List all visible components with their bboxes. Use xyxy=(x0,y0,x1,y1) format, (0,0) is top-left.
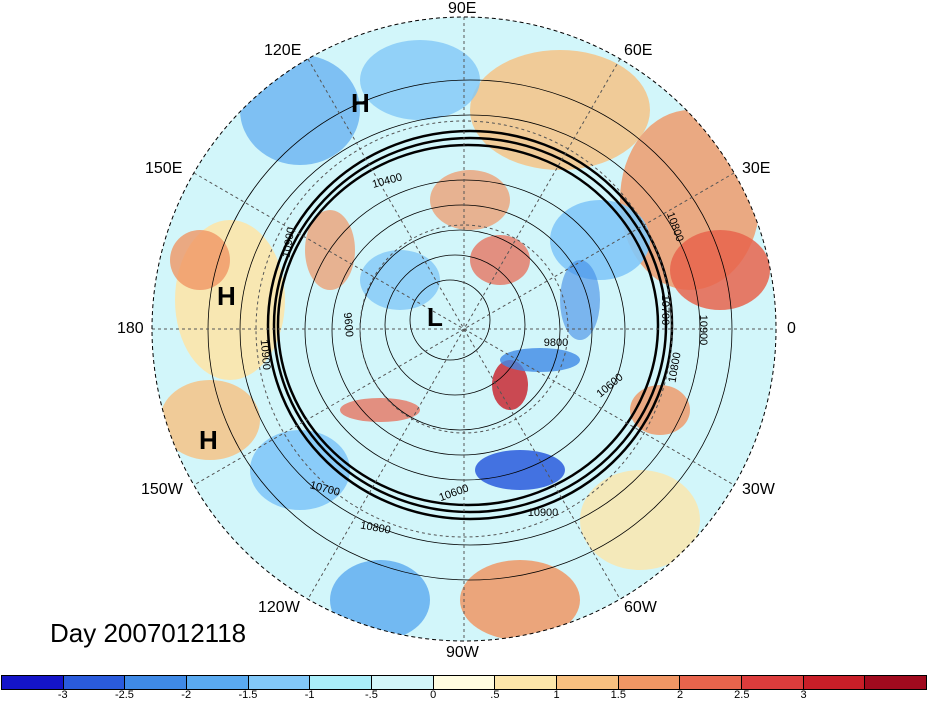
high-pressure-label: H xyxy=(199,425,218,455)
map-boundary xyxy=(151,16,777,642)
colorbar-tick-label: -1.5 xyxy=(238,689,258,701)
lon-label-30e: 30E xyxy=(742,160,771,177)
lon-label-90e: 90E xyxy=(448,0,477,17)
colorbar-swatch xyxy=(433,676,496,689)
lon-label-90w: 90W xyxy=(446,644,479,661)
colorbar-swatch xyxy=(803,676,866,689)
colorbar-swatch xyxy=(63,676,126,689)
colorbar-tick-label: 1.5 xyxy=(610,689,626,701)
colorbar-tick-label: 2.5 xyxy=(734,689,750,701)
colorbar-tick-label: 1 xyxy=(553,689,560,701)
colorbar-swatch xyxy=(248,676,311,689)
colorbar-tick-label: .5 xyxy=(490,689,500,701)
low-pressure-label: L xyxy=(427,302,443,332)
lon-label-180: 180 xyxy=(117,320,144,337)
lon-label-120e: 120E xyxy=(264,42,302,59)
colorbar-tick-label: -2 xyxy=(181,689,192,701)
lon-label-30w: 30W xyxy=(742,481,775,498)
lon-label-150e: 150E xyxy=(145,160,183,177)
colorbar-tick-label: 0 xyxy=(430,689,437,701)
colorbar-swatch xyxy=(187,676,249,689)
graticule xyxy=(152,17,776,641)
lon-label-120w: 120W xyxy=(258,599,300,616)
colorbar-swatch xyxy=(557,676,619,689)
colorbar-tick-label: -.5 xyxy=(364,689,378,701)
day-label: Day 2007012118 xyxy=(50,618,247,648)
colorbar-swatch xyxy=(310,676,373,689)
lon-label-150w: 150W xyxy=(141,481,183,498)
lon-label-60w: 60W xyxy=(624,599,657,616)
colorbar-tick-label: 3 xyxy=(800,689,807,701)
colorbar-swatch xyxy=(618,676,681,689)
colorbar-tick-label: -1 xyxy=(304,689,315,701)
colorbar-swatch xyxy=(2,676,64,689)
colorbar xyxy=(1,675,927,690)
colorbar-tick-label: -3 xyxy=(57,689,68,701)
high-pressure-label: H xyxy=(351,88,370,118)
colorbar-swatch xyxy=(742,676,804,689)
colorbar-swatch xyxy=(680,676,743,689)
colorbar-swatch xyxy=(865,676,927,689)
colorbar-swatch xyxy=(372,676,434,689)
height-contours xyxy=(207,79,733,581)
colorbar-swatch xyxy=(125,676,188,689)
lon-label-60e: 60E xyxy=(624,42,653,59)
colorbar-tick-label: -2.5 xyxy=(114,689,134,701)
high-pressure-label: H xyxy=(217,281,236,311)
colorbar-tick-label: 2 xyxy=(677,689,684,701)
colorbar-swatch xyxy=(495,676,558,689)
lon-label-0: 0 xyxy=(787,320,796,337)
